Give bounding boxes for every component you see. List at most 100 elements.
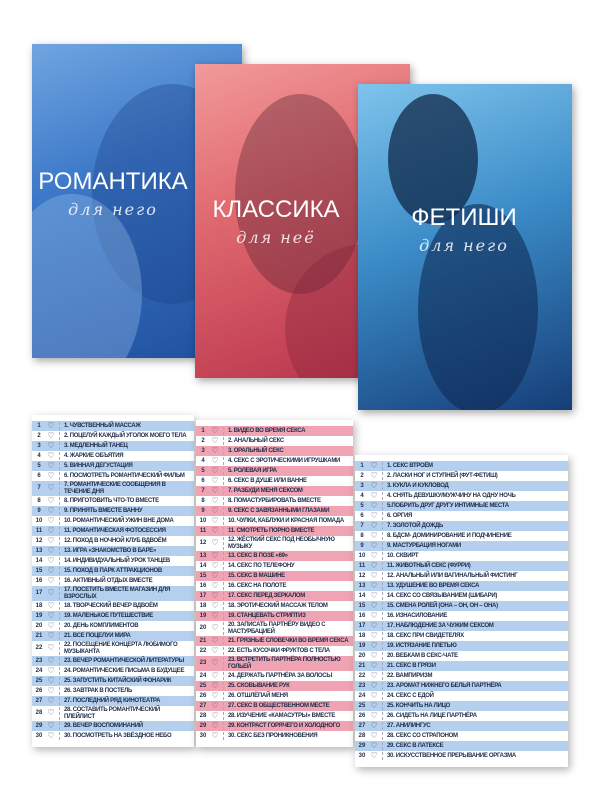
heart-checkbox-icon[interactable]: ♡ <box>211 730 219 740</box>
heart-checkbox-icon[interactable]: ♡ <box>47 545 55 555</box>
heart-checkbox-icon[interactable]: ♡ <box>47 440 55 450</box>
heart-checkbox-icon[interactable]: ♡ <box>211 485 219 495</box>
heart-checkbox-icon[interactable]: ♡ <box>47 515 55 525</box>
heart-checkbox-icon[interactable]: ♡ <box>47 695 55 705</box>
heart-checkbox-icon[interactable]: ♡ <box>47 483 55 493</box>
heart-checkbox-icon[interactable]: ♡ <box>47 630 55 640</box>
heart-checkbox-icon[interactable]: ♡ <box>370 580 378 590</box>
heart-checkbox-icon[interactable]: ♡ <box>370 530 378 540</box>
list-item: 27 ♡ 27. АНИЛИНГУС <box>355 721 568 731</box>
heart-checkbox-icon[interactable]: ♡ <box>211 623 219 633</box>
heart-checkbox-icon[interactable]: ♡ <box>47 430 55 440</box>
heart-checkbox-icon[interactable]: ♡ <box>370 660 378 670</box>
heart-checkbox-icon[interactable]: ♡ <box>370 560 378 570</box>
heart-checkbox-icon[interactable]: ♡ <box>370 630 378 640</box>
heart-checkbox-icon[interactable]: ♡ <box>211 680 219 690</box>
heart-checkbox-icon[interactable]: ♡ <box>370 710 378 720</box>
heart-checkbox-icon[interactable]: ♡ <box>211 658 219 668</box>
heart-checkbox-icon[interactable]: ♡ <box>370 490 378 500</box>
heart-checkbox-icon[interactable]: ♡ <box>47 470 55 480</box>
heart-checkbox-icon[interactable]: ♡ <box>47 420 55 430</box>
heart-checkbox-icon[interactable]: ♡ <box>211 505 219 515</box>
heart-checkbox-icon[interactable]: ♡ <box>47 610 55 620</box>
heart-checkbox-icon[interactable]: ♡ <box>211 455 219 465</box>
heart-checkbox-icon[interactable]: ♡ <box>47 685 55 695</box>
heart-checkbox-icon[interactable]: ♡ <box>370 460 378 470</box>
heart-checkbox-icon[interactable]: ♡ <box>370 650 378 660</box>
heart-checkbox-icon[interactable]: ♡ <box>211 600 219 610</box>
heart-checkbox-icon[interactable]: ♡ <box>211 425 219 435</box>
heart-checkbox-icon[interactable]: ♡ <box>211 538 219 548</box>
heart-checkbox-icon[interactable]: ♡ <box>211 515 219 525</box>
heart-checkbox-icon[interactable]: ♡ <box>370 600 378 610</box>
heart-checkbox-icon[interactable]: ♡ <box>47 675 55 685</box>
heart-checkbox-icon[interactable]: ♡ <box>211 700 219 710</box>
heart-checkbox-icon[interactable]: ♡ <box>211 580 219 590</box>
heart-checkbox-icon[interactable]: ♡ <box>47 600 55 610</box>
heart-checkbox-icon[interactable]: ♡ <box>47 460 55 470</box>
heart-checkbox-icon[interactable]: ♡ <box>370 570 378 580</box>
item-text: 13. УДУШЕНИЕ ВО ВРЕМЯ СЕКСА <box>387 582 480 589</box>
checklist-klassika: 1 ♡ 1. ВИДЕО ВО ВРЕМЯ СЕКСА 2 ♡ 2. АНАЛЬНЫЙ С… <box>196 420 353 747</box>
heart-checkbox-icon[interactable]: ♡ <box>211 475 219 485</box>
heart-checkbox-icon[interactable]: ♡ <box>47 505 55 515</box>
heart-checkbox-icon[interactable]: ♡ <box>47 643 55 653</box>
item-text: 7. ЗОЛОТОЙ ДОЖДЬ <box>387 522 443 529</box>
heart-checkbox-icon[interactable]: ♡ <box>211 525 219 535</box>
heart-checkbox-icon[interactable]: ♡ <box>47 708 55 718</box>
heart-checkbox-icon[interactable]: ♡ <box>47 655 55 665</box>
heart-checkbox-icon[interactable]: ♡ <box>211 495 219 505</box>
heart-checkbox-icon[interactable]: ♡ <box>211 445 219 455</box>
heart-checkbox-icon[interactable]: ♡ <box>370 470 378 480</box>
heart-checkbox-icon[interactable]: ♡ <box>370 700 378 710</box>
heart-checkbox-icon[interactable]: ♡ <box>370 680 378 690</box>
heart-checkbox-icon[interactable]: ♡ <box>370 500 378 510</box>
heart-checkbox-icon[interactable]: ♡ <box>370 590 378 600</box>
heart-checkbox-icon[interactable]: ♡ <box>47 720 55 730</box>
item-text: 3. МЕДЛЕННЫЙ ТАНЕЦ <box>64 442 128 449</box>
heart-checkbox-icon[interactable]: ♡ <box>370 740 378 750</box>
heart-checkbox-icon[interactable]: ♡ <box>47 450 55 460</box>
heart-checkbox-icon[interactable]: ♡ <box>370 480 378 490</box>
heart-checkbox-icon[interactable]: ♡ <box>370 550 378 560</box>
heart-checkbox-icon[interactable]: ♡ <box>370 720 378 730</box>
heart-checkbox-icon[interactable]: ♡ <box>211 550 219 560</box>
heart-checkbox-icon[interactable]: ♡ <box>370 670 378 680</box>
heart-checkbox-icon[interactable]: ♡ <box>370 620 378 630</box>
heart-checkbox-icon[interactable]: ♡ <box>211 435 219 445</box>
heart-checkbox-icon[interactable]: ♡ <box>47 620 55 630</box>
heart-checkbox-icon[interactable]: ♡ <box>211 670 219 680</box>
heart-checkbox-icon[interactable]: ♡ <box>211 720 219 730</box>
heart-checkbox-icon[interactable]: ♡ <box>47 525 55 535</box>
heart-checkbox-icon[interactable]: ♡ <box>370 540 378 550</box>
item-text: 1. СЕКС ВТРОЁМ <box>387 462 433 469</box>
heart-checkbox-icon[interactable]: ♡ <box>370 510 378 520</box>
heart-checkbox-icon[interactable]: ♡ <box>211 690 219 700</box>
heart-checkbox-icon[interactable]: ♡ <box>211 635 219 645</box>
heart-checkbox-icon[interactable]: ♡ <box>211 560 219 570</box>
list-item: 2 ♡ 2. АНАЛЬНЫЙ СЕКС <box>196 436 353 446</box>
heart-checkbox-icon[interactable]: ♡ <box>47 730 55 740</box>
heart-checkbox-icon[interactable]: ♡ <box>370 730 378 740</box>
heart-checkbox-icon[interactable]: ♡ <box>370 640 378 650</box>
heart-checkbox-icon[interactable]: ♡ <box>211 590 219 600</box>
heart-checkbox-icon[interactable]: ♡ <box>211 570 219 580</box>
heart-checkbox-icon[interactable]: ♡ <box>211 465 219 475</box>
heart-checkbox-icon[interactable]: ♡ <box>47 535 55 545</box>
dashed-divider <box>382 542 384 550</box>
item-number: 30 <box>358 752 366 759</box>
heart-checkbox-icon[interactable]: ♡ <box>47 575 55 585</box>
dashed-divider <box>382 562 384 570</box>
heart-checkbox-icon[interactable]: ♡ <box>370 610 378 620</box>
heart-checkbox-icon[interactable]: ♡ <box>47 495 55 505</box>
heart-checkbox-icon[interactable]: ♡ <box>370 690 378 700</box>
heart-checkbox-icon[interactable]: ♡ <box>211 645 219 655</box>
heart-checkbox-icon[interactable]: ♡ <box>47 565 55 575</box>
heart-checkbox-icon[interactable]: ♡ <box>370 520 378 530</box>
heart-checkbox-icon[interactable]: ♡ <box>211 610 219 620</box>
heart-checkbox-icon[interactable]: ♡ <box>47 555 55 565</box>
heart-checkbox-icon[interactable]: ♡ <box>211 710 219 720</box>
heart-checkbox-icon[interactable]: ♡ <box>47 665 55 675</box>
heart-checkbox-icon[interactable]: ♡ <box>47 588 55 598</box>
heart-checkbox-icon[interactable]: ♡ <box>370 750 378 760</box>
